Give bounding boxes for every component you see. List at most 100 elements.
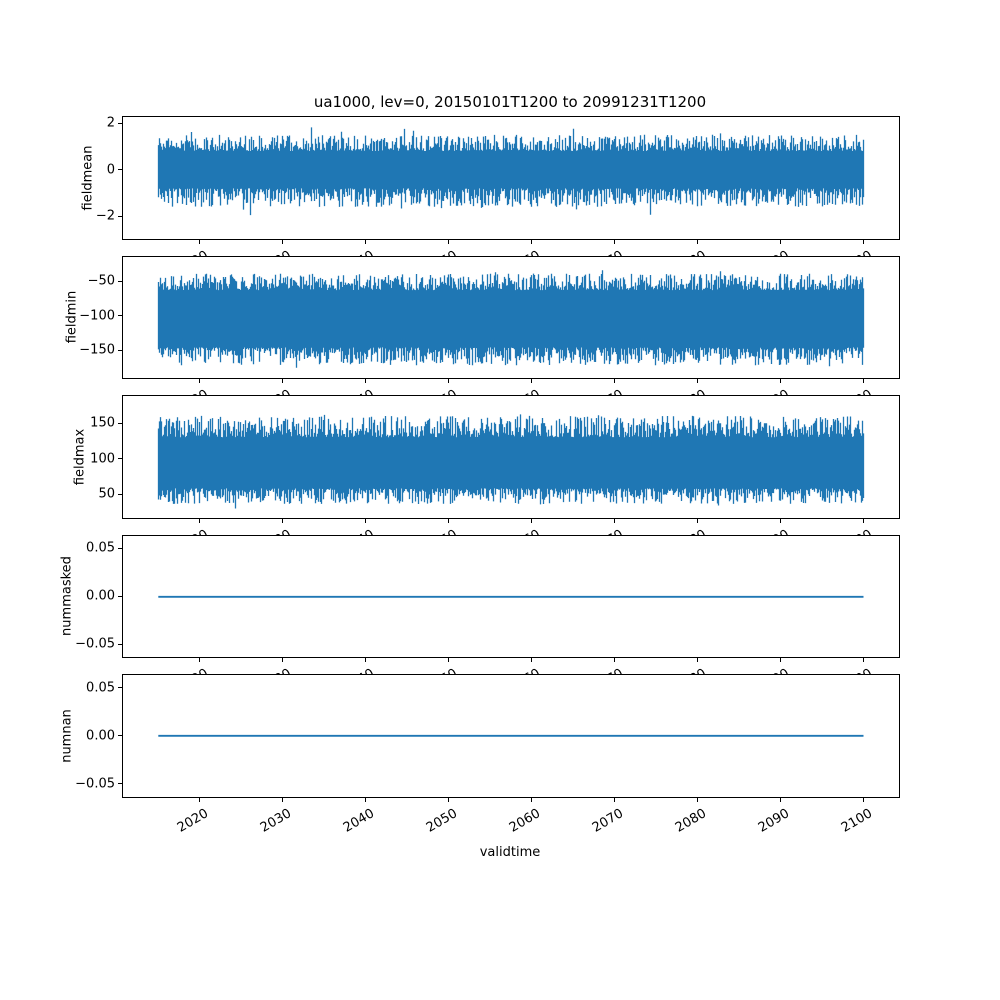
y-tick-label: 150 <box>90 415 115 431</box>
x-tick-mark <box>282 379 284 383</box>
x-tick-mark <box>282 658 284 662</box>
series-nummasked <box>158 595 864 598</box>
y-tick-label: 0.00 <box>86 588 115 604</box>
x-tick-mark <box>448 797 450 802</box>
y-tick-label: −0.05 <box>75 776 115 792</box>
y-axis-label-nummasked: nummasked <box>59 556 75 637</box>
y-tick-mark <box>118 458 122 460</box>
x-tick-mark <box>365 518 367 523</box>
y-tick-label: 0.00 <box>86 728 115 744</box>
y-tick-mark <box>118 643 122 645</box>
x-tick-mark <box>614 518 616 523</box>
x-tick-mark <box>448 239 450 244</box>
y-tick-label: −0.05 <box>75 636 115 652</box>
y-tick-label: −150 <box>79 342 115 358</box>
x-tick-mark <box>282 518 284 523</box>
subplot-fieldmin: −50−100−15020202030204020502060207020802… <box>65 255 900 417</box>
x-tick-mark <box>780 239 782 244</box>
x-tick-label: 2060 <box>506 805 543 836</box>
x-tick-label: 2040 <box>340 805 377 836</box>
y-tick-label: 0.05 <box>86 540 115 556</box>
y-tick-label: 2 <box>106 115 115 131</box>
y-tick-mark <box>118 735 122 737</box>
x-tick-mark <box>282 239 284 244</box>
y-tick-mark <box>118 215 122 217</box>
y-tick-mark <box>118 595 122 597</box>
x-tick-mark <box>697 518 699 523</box>
y-tick-mark <box>118 280 122 282</box>
x-tick-mark <box>531 518 533 523</box>
series-line-fieldmin <box>157 269 865 368</box>
y-tick-label: −100 <box>79 308 115 324</box>
x-tick-mark <box>448 379 450 383</box>
y-tick-mark <box>118 122 122 124</box>
y-tick-mark <box>118 349 122 351</box>
x-tick-mark <box>863 658 865 662</box>
subplot-fieldmax: 1501005020202030204020502060207020802090… <box>73 395 900 556</box>
subplot-numnan: 0.05 0.00 −0.05 2020 2030 2040 2050 2060 2070 208… <box>60 674 900 835</box>
x-tick-mark <box>780 379 782 383</box>
x-tick-mark <box>199 518 201 523</box>
series-fieldmean <box>157 127 865 216</box>
x-tick-mark <box>365 239 367 244</box>
x-tick-mark <box>531 239 533 244</box>
y-axis-label-fieldmean: fieldmean <box>80 145 96 211</box>
x-tick-mark <box>614 379 616 383</box>
x-tick-mark <box>199 379 201 383</box>
x-tick-mark <box>780 518 782 523</box>
chart-title: ua1000, lev=0, 20150101T1200 to 20991231… <box>313 93 707 111</box>
x-tick-mark <box>199 658 201 662</box>
y-tick-label: 0 <box>106 162 115 178</box>
x-tick-label: 2090 <box>755 805 792 836</box>
subplot-fieldmean: 20−2202020302040205020602070208020902100… <box>81 116 900 277</box>
y-axis-label-fieldmin: fieldmin <box>64 290 80 344</box>
y-tick-mark <box>118 783 122 785</box>
x-tick-mark <box>614 658 616 662</box>
series-line-fieldmean <box>157 127 865 216</box>
x-tick-mark <box>614 239 616 244</box>
x-tick-mark <box>448 518 450 523</box>
x-tick-mark <box>863 239 865 244</box>
x-tick-label: 2080 <box>672 805 709 836</box>
series-fieldmin <box>157 269 865 368</box>
subplot-nummasked: 0.050.00−0.05202020302040205020602070208… <box>60 534 900 696</box>
x-tick-mark <box>697 658 699 662</box>
y-axis-label-numnan: numnan <box>59 708 75 763</box>
x-tick-mark <box>531 658 533 662</box>
y-axis-label-fieldmax: fieldmax <box>72 428 88 485</box>
x-tick-mark <box>365 797 367 802</box>
x-tick-label: 2020 <box>174 805 211 836</box>
y-tick-mark <box>118 687 122 689</box>
x-tick-mark <box>697 379 699 383</box>
series-line-fieldmax <box>157 414 865 509</box>
series-fieldmax <box>157 414 865 509</box>
x-tick-label: 2050 <box>423 805 460 836</box>
x-tick-mark <box>365 379 367 383</box>
y-tick-mark <box>118 422 122 424</box>
x-tick-mark <box>863 518 865 523</box>
x-tick-mark <box>199 239 201 244</box>
x-tick-label: 2100 <box>838 805 875 836</box>
x-tick-mark <box>282 797 284 802</box>
x-tick-mark <box>780 658 782 662</box>
x-tick-mark <box>697 239 699 244</box>
y-tick-label: 100 <box>90 451 115 467</box>
x-tick-label: 2070 <box>589 805 626 836</box>
x-tick-mark <box>199 797 201 802</box>
series-numnan <box>158 734 864 737</box>
y-tick-mark <box>118 315 122 317</box>
x-tick-mark <box>863 797 865 802</box>
x-tick-mark <box>614 797 616 802</box>
x-tick-mark <box>863 379 865 383</box>
y-tick-mark <box>118 169 122 171</box>
x-tick-mark <box>365 658 367 662</box>
x-tick-mark <box>780 797 782 802</box>
y-tick-mark <box>118 493 122 495</box>
x-axis-label: validtime <box>479 845 541 860</box>
x-tick-mark <box>531 797 533 802</box>
y-tick-label: −50 <box>87 273 115 289</box>
y-tick-label: 50 <box>98 486 115 502</box>
x-tick-mark <box>697 797 699 802</box>
x-tick-mark <box>448 658 450 662</box>
